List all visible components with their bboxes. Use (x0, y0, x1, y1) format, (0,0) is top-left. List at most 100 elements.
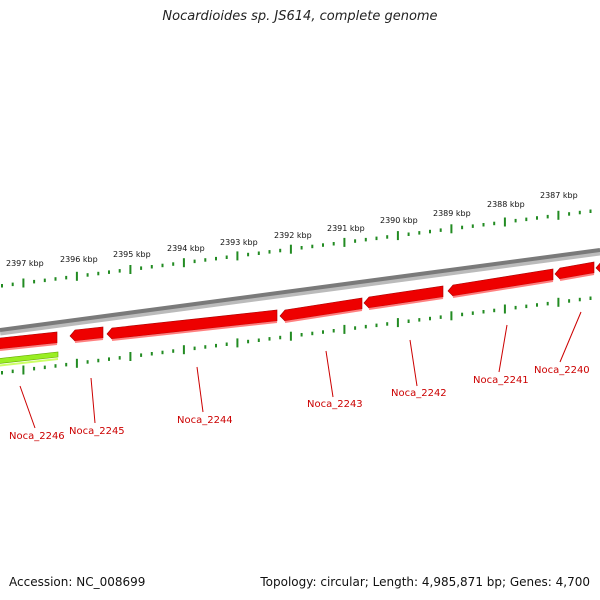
gene-label-leader (19, 385, 36, 429)
gene-noca-2246[interactable] (0, 331, 58, 351)
inner-scale-tick (279, 335, 282, 340)
scale-label: 2388 kbp (487, 200, 525, 209)
gene-arrow (595, 262, 600, 273)
outer-scale-tick (546, 214, 549, 219)
inner-scale-tick (364, 324, 367, 329)
outer-scale-tick (75, 271, 78, 281)
highlight-shadow (0, 358, 59, 367)
outer-scale-tick (129, 265, 132, 274)
inner-scale-tick (118, 356, 121, 360)
gene-label-noca-2241[interactable]: Noca_2241 (473, 375, 529, 386)
accession-text: Accession: NC_008699 (9, 575, 146, 589)
outer-scale-tick (11, 282, 14, 287)
inner-scale-tick (503, 304, 506, 314)
gene-noca-2244[interactable] (106, 309, 278, 341)
inner-scale-tick (22, 365, 25, 375)
outer-scale-tick (108, 270, 110, 274)
gene-noca-2243[interactable] (279, 297, 363, 323)
gene-label-noca-2243[interactable]: Noca_2243 (307, 399, 363, 410)
inner-scale-tick (150, 352, 153, 356)
inner-scale-tick (33, 366, 36, 371)
gene-label-noca-2240[interactable]: Noca_2240 (534, 365, 590, 376)
inner-scale-tick (354, 326, 357, 330)
outer-scale-tick (493, 221, 496, 226)
outer-scale-tick (22, 278, 25, 288)
inner-scale-tick (418, 318, 421, 322)
gene-partial[interactable] (595, 259, 600, 274)
outer-scale-tick (514, 218, 517, 223)
inner-scale-tick (204, 345, 207, 349)
gene-arrow-shadow (559, 273, 595, 281)
outer-scale-tick (354, 239, 357, 243)
gene-label-noca-2242[interactable]: Noca_2242 (391, 388, 447, 399)
gene-arrow (363, 285, 444, 309)
outer-scale-tick (236, 251, 239, 261)
backbone-line (0, 248, 600, 332)
gene-label-noca-2244[interactable]: Noca_2244 (177, 415, 233, 426)
gene-arrow-shadow (111, 321, 278, 341)
gene-noca-2240[interactable] (554, 261, 595, 281)
outer-scale-tick (568, 212, 571, 216)
inner-scale-tick (193, 346, 196, 351)
inner-scale-tick (215, 343, 217, 348)
outer-scale-tick (461, 225, 464, 230)
highlight-feature[interactable] (0, 351, 59, 367)
outer-scale-tick (311, 244, 314, 249)
outer-scale-tick (557, 210, 560, 220)
outer-scale-tick (386, 235, 389, 239)
outer-scale-ticks (1, 209, 592, 288)
inner-scale-tick (375, 323, 378, 328)
outer-scale-tick (289, 244, 292, 254)
gene-label-leader (90, 377, 96, 424)
inner-scale-tick (311, 331, 314, 336)
gene-arrow (69, 326, 104, 342)
inner-scale-tick (557, 297, 560, 307)
outer-scale-tick (118, 269, 121, 273)
outer-scale-tick (525, 217, 528, 222)
gene-labels: Noca_2246 Noca_2245 Noca_2244 Noca_2243 … (9, 311, 590, 442)
inner-scale-tick (386, 322, 389, 326)
inner-scale-tick (471, 311, 474, 315)
scale-label: 2394 kbp (167, 244, 205, 253)
outer-scale-tick (503, 217, 506, 227)
inner-scale-tick (140, 353, 143, 357)
highlight-bar (0, 351, 59, 364)
outer-scale-tick (97, 271, 100, 276)
inner-scale-tick (268, 337, 271, 341)
gene-label-noca-2245[interactable]: Noca_2245 (69, 426, 125, 437)
inner-scale-tick (493, 308, 496, 313)
inner-scale-tick (332, 329, 335, 333)
inner-scale-tick (407, 319, 410, 323)
gene-arrow-shadow (0, 343, 58, 351)
outer-scale-tick (140, 266, 143, 270)
gene-arrow (279, 297, 363, 322)
inner-scale-tick (236, 338, 239, 348)
inner-scale-tick (525, 304, 528, 309)
inner-scale-tick (396, 318, 399, 328)
inner-scale-tick (65, 362, 68, 367)
outer-scale-tick (322, 243, 324, 247)
inner-scale-tick (182, 345, 185, 355)
outer-scale-tick (536, 216, 538, 220)
outer-scale-tick (172, 262, 175, 266)
scale-label: 2396 kbp (60, 255, 98, 264)
gene-noca-2245[interactable] (69, 326, 104, 343)
outer-scale-tick (418, 231, 421, 235)
outer-scale-tick (268, 250, 271, 254)
gene-noca-2241[interactable] (447, 268, 554, 298)
gene-label-leader (498, 324, 508, 373)
genome-summary-text: Topology: circular; Length: 4,985,871 bp… (260, 575, 590, 589)
gene-noca-2242[interactable] (363, 285, 444, 310)
map-title: Nocardioides sp. JS614, complete genome (162, 9, 438, 24)
gene-arrow (554, 261, 595, 280)
gene-label-noca-2246[interactable]: Noca_2246 (9, 431, 65, 442)
outer-scale-tick (589, 209, 592, 213)
scale-label: 2389 kbp (433, 209, 471, 218)
inner-scale-tick (439, 315, 442, 319)
outer-scale-tick (343, 237, 346, 247)
inner-scale-tick (536, 303, 538, 307)
outer-scale-tick (300, 246, 303, 250)
scale-label: 2390 kbp (380, 216, 418, 225)
outer-scale-tick (332, 242, 335, 246)
